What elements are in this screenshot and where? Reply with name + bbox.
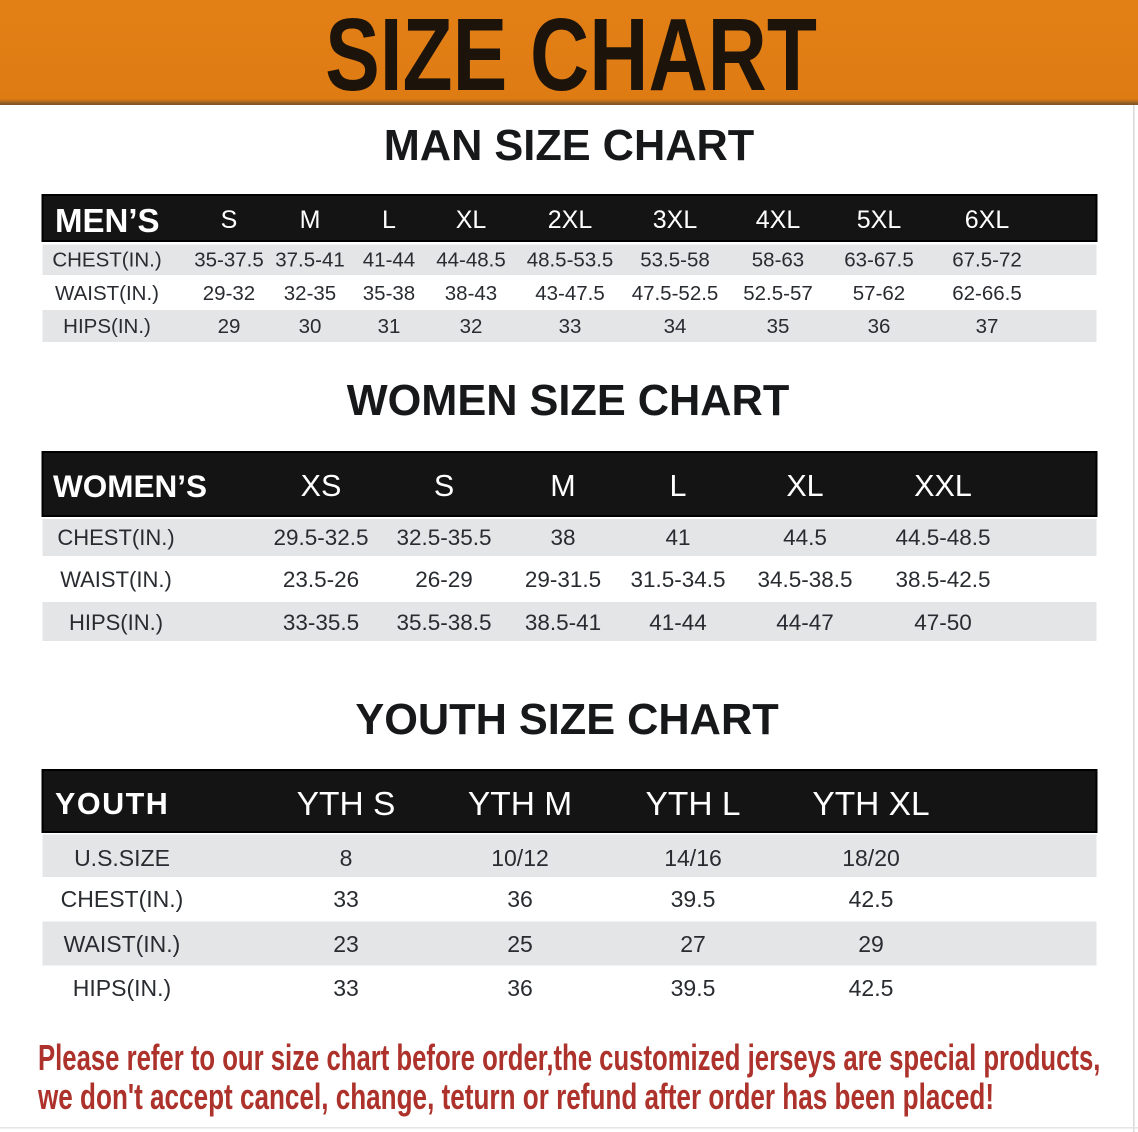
svg-text:38.5-42.5: 38.5-42.5 bbox=[895, 567, 990, 592]
svg-text:52.5-57: 52.5-57 bbox=[743, 282, 813, 305]
svg-text:XL: XL bbox=[456, 206, 487, 234]
svg-text:36: 36 bbox=[507, 886, 533, 912]
svg-text:2XL: 2XL bbox=[548, 206, 593, 234]
svg-text:42.5: 42.5 bbox=[849, 886, 894, 912]
svg-text:29-32: 29-32 bbox=[203, 282, 255, 305]
svg-text:6XL: 6XL bbox=[965, 206, 1010, 234]
svg-text:35: 35 bbox=[767, 315, 790, 338]
svg-text:36: 36 bbox=[868, 315, 891, 338]
svg-text:26-29: 26-29 bbox=[415, 567, 473, 592]
svg-text:37.5-41: 37.5-41 bbox=[275, 249, 345, 272]
svg-text:WAIST(IN.): WAIST(IN.) bbox=[55, 282, 159, 305]
svg-text:31.5-34.5: 31.5-34.5 bbox=[630, 567, 725, 592]
svg-text:YOUTH: YOUTH bbox=[55, 787, 169, 821]
svg-text:38.5-41: 38.5-41 bbox=[525, 610, 601, 635]
svg-text:29: 29 bbox=[858, 931, 884, 957]
svg-text:32.5-35.5: 32.5-35.5 bbox=[396, 525, 491, 550]
svg-text:WOMEN’S: WOMEN’S bbox=[53, 468, 207, 504]
svg-text:CHEST(IN.): CHEST(IN.) bbox=[57, 525, 174, 550]
svg-text:XS: XS bbox=[301, 469, 342, 503]
svg-text:10/12: 10/12 bbox=[491, 845, 549, 871]
svg-text:32-35: 32-35 bbox=[284, 282, 336, 305]
svg-text:32: 32 bbox=[460, 315, 483, 338]
svg-text:WOMEN SIZE CHART: WOMEN SIZE CHART bbox=[347, 377, 790, 425]
svg-text:27: 27 bbox=[680, 931, 706, 957]
svg-text:63-67.5: 63-67.5 bbox=[844, 249, 914, 272]
svg-text:23.5-26: 23.5-26 bbox=[283, 567, 359, 592]
svg-text:WAIST(IN.): WAIST(IN.) bbox=[60, 567, 172, 592]
svg-text:SIZE CHART: SIZE CHART bbox=[325, 0, 817, 112]
svg-text:47.5-52.5: 47.5-52.5 bbox=[632, 282, 719, 305]
svg-text:HIPS(IN.): HIPS(IN.) bbox=[63, 315, 151, 338]
svg-text:62-66.5: 62-66.5 bbox=[952, 282, 1022, 305]
svg-text:WAIST(IN.): WAIST(IN.) bbox=[64, 931, 181, 957]
svg-text:XXL: XXL bbox=[914, 469, 972, 503]
svg-text:43-47.5: 43-47.5 bbox=[535, 282, 605, 305]
svg-text:we don't accept cancel, change: we don't accept cancel, change, teturn o… bbox=[37, 1077, 994, 1117]
svg-text:33: 33 bbox=[559, 315, 582, 338]
svg-text:44-48.5: 44-48.5 bbox=[436, 249, 506, 272]
svg-text:M: M bbox=[550, 469, 575, 503]
svg-text:37: 37 bbox=[976, 315, 999, 338]
svg-text:47-50: 47-50 bbox=[914, 610, 972, 635]
svg-text:29-31.5: 29-31.5 bbox=[525, 567, 601, 592]
svg-text:44-47: 44-47 bbox=[776, 610, 834, 635]
svg-text:M: M bbox=[300, 206, 321, 234]
svg-text:YOUTH SIZE CHART: YOUTH SIZE CHART bbox=[355, 696, 778, 744]
svg-text:53.5-58: 53.5-58 bbox=[640, 249, 710, 272]
svg-text:41: 41 bbox=[665, 525, 690, 550]
svg-text:8: 8 bbox=[340, 845, 353, 871]
svg-text:42.5: 42.5 bbox=[849, 975, 894, 1001]
svg-text:38: 38 bbox=[550, 525, 575, 550]
svg-text:35-38: 35-38 bbox=[363, 282, 415, 305]
svg-text:CHEST(IN.): CHEST(IN.) bbox=[52, 249, 161, 272]
svg-text:44.5: 44.5 bbox=[783, 525, 827, 550]
svg-text:58-63: 58-63 bbox=[752, 249, 804, 272]
svg-text:44.5-48.5: 44.5-48.5 bbox=[895, 525, 990, 550]
svg-text:L: L bbox=[382, 206, 396, 234]
svg-text:HIPS(IN.): HIPS(IN.) bbox=[73, 975, 171, 1001]
svg-text:YTH M: YTH M bbox=[468, 786, 572, 823]
svg-text:Please refer to our size chart: Please refer to our size chart before or… bbox=[38, 1038, 1100, 1078]
svg-text:57-62: 57-62 bbox=[853, 282, 905, 305]
svg-text:5XL: 5XL bbox=[857, 206, 902, 234]
svg-text:14/16: 14/16 bbox=[664, 845, 722, 871]
svg-text:3XL: 3XL bbox=[653, 206, 698, 234]
svg-text:67.5-72: 67.5-72 bbox=[952, 249, 1022, 272]
svg-text:35.5-38.5: 35.5-38.5 bbox=[396, 610, 491, 635]
svg-text:29: 29 bbox=[218, 315, 241, 338]
svg-text:U.S.SIZE: U.S.SIZE bbox=[74, 845, 170, 871]
svg-text:18/20: 18/20 bbox=[842, 845, 900, 871]
svg-text:33: 33 bbox=[333, 886, 359, 912]
svg-text:MAN SIZE CHART: MAN SIZE CHART bbox=[384, 122, 754, 170]
svg-text:33-35.5: 33-35.5 bbox=[283, 610, 359, 635]
svg-text:YTH XL: YTH XL bbox=[812, 786, 929, 823]
svg-text:34.5-38.5: 34.5-38.5 bbox=[757, 567, 852, 592]
svg-text:34: 34 bbox=[664, 315, 687, 338]
svg-text:36: 36 bbox=[507, 975, 533, 1001]
svg-text:S: S bbox=[221, 206, 238, 234]
svg-text:39.5: 39.5 bbox=[671, 975, 716, 1001]
svg-text:25: 25 bbox=[507, 931, 533, 957]
svg-text:33: 33 bbox=[333, 975, 359, 1001]
svg-text:35-37.5: 35-37.5 bbox=[194, 249, 264, 272]
svg-text:48.5-53.5: 48.5-53.5 bbox=[527, 249, 614, 272]
svg-text:YTH S: YTH S bbox=[297, 786, 396, 823]
svg-text:S: S bbox=[434, 469, 454, 503]
svg-text:YTH L: YTH L bbox=[646, 786, 741, 823]
svg-text:29.5-32.5: 29.5-32.5 bbox=[273, 525, 368, 550]
svg-text:CHEST(IN.): CHEST(IN.) bbox=[61, 886, 184, 912]
svg-text:XL: XL bbox=[786, 469, 823, 503]
svg-text:30: 30 bbox=[299, 315, 322, 338]
svg-text:23: 23 bbox=[333, 931, 359, 957]
svg-text:HIPS(IN.): HIPS(IN.) bbox=[69, 610, 163, 635]
svg-text:39.5: 39.5 bbox=[671, 886, 716, 912]
svg-text:MEN’S: MEN’S bbox=[55, 202, 160, 239]
svg-text:38-43: 38-43 bbox=[445, 282, 497, 305]
svg-text:41-44: 41-44 bbox=[363, 249, 415, 272]
svg-text:41-44: 41-44 bbox=[649, 610, 707, 635]
svg-text:31: 31 bbox=[378, 315, 401, 338]
svg-text:4XL: 4XL bbox=[756, 206, 801, 234]
svg-text:L: L bbox=[670, 469, 687, 503]
